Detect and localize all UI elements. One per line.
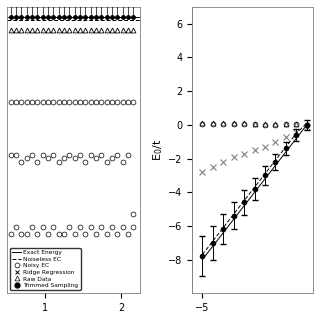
Legend: Exact Energy, Noiseless EC, Noisy EC, Ridge Regression, Raw Data, Trimmed Sampli: Exact Energy, Noiseless EC, Noisy EC, Ri… bbox=[10, 248, 81, 291]
Y-axis label: E$_0$/t: E$_0$/t bbox=[151, 139, 165, 161]
